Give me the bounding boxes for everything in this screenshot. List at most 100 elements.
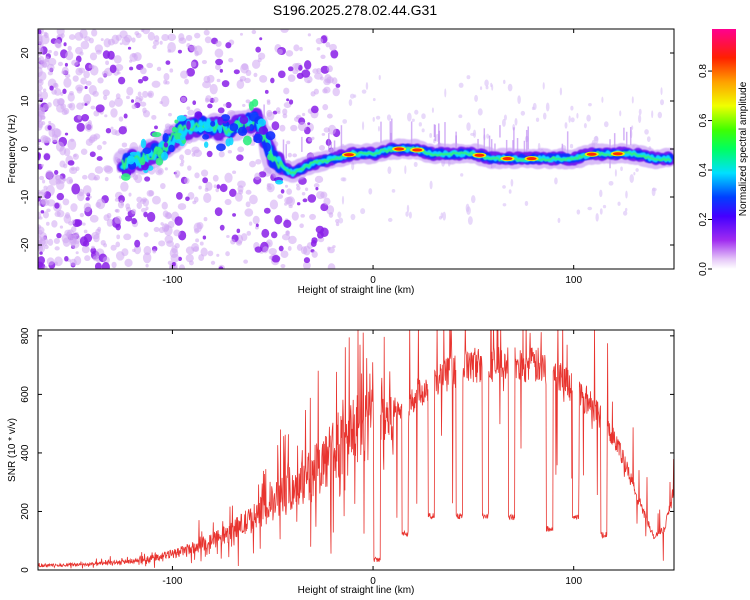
spectrogram-speckle (89, 52, 98, 61)
spectrogram-speckle (118, 126, 127, 135)
spectrogram-streak (263, 104, 265, 118)
spectrogram-speckle (102, 89, 110, 97)
spectrogram-speckle (134, 239, 141, 248)
spectrogram-speckle (124, 34, 133, 43)
spectrogram-speckle (114, 198, 120, 202)
spectrogram-speckle (84, 85, 88, 90)
spectrogram-speckle (63, 77, 72, 88)
spectrogram-speckle (114, 63, 124, 72)
spectrogram-speckle (564, 122, 568, 129)
spectrogram-speckle (251, 59, 261, 69)
spectrogram-speckle (595, 213, 599, 222)
spectrogram-speckle (418, 122, 422, 127)
spectrogram-speckle (263, 207, 271, 214)
spectrogram-speckle (332, 87, 340, 97)
spectrogram-speckle (101, 262, 110, 269)
spectrogram-speckle (118, 116, 124, 122)
spectrogram-speckle (83, 70, 90, 79)
spectrogram-speckle (84, 255, 91, 262)
spectrogram-speckle (54, 38, 62, 48)
spectrogram-speckle (246, 230, 252, 236)
spectrogram-speckle (322, 104, 329, 111)
spectrogram-speckle (83, 229, 88, 234)
spectrogram-speckle (413, 161, 418, 168)
spectrogram-speckle (123, 233, 132, 241)
spectrogram-speckle (460, 173, 464, 177)
spectrogram-speckle (80, 77, 87, 85)
spectrogram-speckle (160, 95, 170, 107)
spectrogram-speckle (203, 216, 208, 222)
spectrogram-speckle (484, 79, 489, 87)
spectrogram-speckle (158, 240, 166, 247)
spectrogram-speckle (216, 78, 221, 83)
spectrogram-speckle (301, 192, 306, 196)
spectrogram-speckle (255, 46, 262, 53)
spectrogram-speckle (406, 204, 410, 213)
spectrogram-speckle (173, 229, 181, 237)
spectrogram-speckle (82, 185, 92, 196)
spectrogram-speckle (638, 108, 642, 116)
spectrogram-speckle (104, 176, 109, 182)
spectrogram-speckle (570, 105, 574, 111)
spectrogram-speckle (360, 208, 366, 215)
spectrogram-speckle (543, 112, 547, 120)
spectrogram-blob (251, 99, 259, 107)
spectrogram-speckle (51, 127, 61, 138)
spectrogram-speckle (79, 29, 88, 39)
spectrogram-speckle (232, 170, 237, 175)
spectrogram-speckle (503, 114, 507, 121)
spectrogram-speckle (38, 261, 43, 268)
spectrogram-speckle (201, 59, 208, 65)
spectrogram-y-tick-label: 20 (20, 47, 31, 59)
spectrogram-speckle (186, 106, 191, 111)
spectrogram-speckle (41, 115, 46, 120)
spectrogram-speckle (583, 123, 587, 129)
spectrogram-blob (275, 179, 284, 185)
spectrogram-speckle (47, 238, 54, 246)
spectrogram-speckle (96, 156, 103, 162)
spectrogram-speckle (160, 182, 166, 190)
spectrogram-speckle (233, 69, 240, 75)
spectrogram-speckle (479, 86, 483, 91)
spectrogram-speckle (133, 244, 142, 255)
spectrogram-speckle (194, 172, 200, 179)
spectrogram-speckle (404, 165, 407, 175)
spectrogram-speckle (378, 74, 381, 81)
spectrogram-speckle (52, 82, 58, 88)
spectrogram-speckle (248, 221, 253, 226)
spectrogram-speckle (503, 79, 506, 85)
spectrogram-speckle (103, 243, 108, 248)
spectrogram-speckle (44, 137, 52, 144)
spectrogram-speckle (325, 41, 331, 48)
spectrogram-blob (267, 153, 274, 161)
spectrogram-speckle (194, 50, 199, 57)
colorbar-tick-label: 0.0 (698, 262, 709, 276)
spectrogram-speckle (269, 199, 279, 210)
spectrogram-streak (566, 131, 569, 159)
colorbar-tick-label: 0.6 (698, 113, 709, 127)
spectrogram-speckle (42, 88, 47, 92)
spectrogram-streak (301, 136, 303, 152)
spectrogram-speckle (152, 249, 157, 254)
spectrogram-streak (434, 124, 436, 142)
spectrogram-speckle (234, 192, 243, 202)
spectrogram-speckle (103, 214, 110, 222)
spectrogram-speckle (129, 66, 134, 71)
spectrogram-speckle (42, 211, 49, 219)
spectrogram-speckle (321, 132, 326, 136)
spectrogram-speckle (165, 80, 170, 85)
spectrogram-hot-cell-core (526, 157, 537, 161)
spectrogram-speckle (239, 32, 243, 36)
spectrogram-speckle (67, 92, 75, 102)
spectrogram-speckle (218, 151, 225, 158)
spectrogram-speckle (189, 45, 197, 52)
spectrogram-speckle (71, 219, 76, 224)
spectrogram-speckle (180, 70, 189, 79)
spectrogram-speckle (284, 184, 289, 188)
spectrogram-speckle (411, 118, 415, 122)
spectrogram-speckle (59, 225, 64, 229)
spectrogram-speckle (38, 114, 43, 124)
spectrogram-speckle (38, 224, 42, 230)
spectrogram-speckle (431, 107, 434, 113)
spectrogram-speckle (224, 172, 233, 183)
